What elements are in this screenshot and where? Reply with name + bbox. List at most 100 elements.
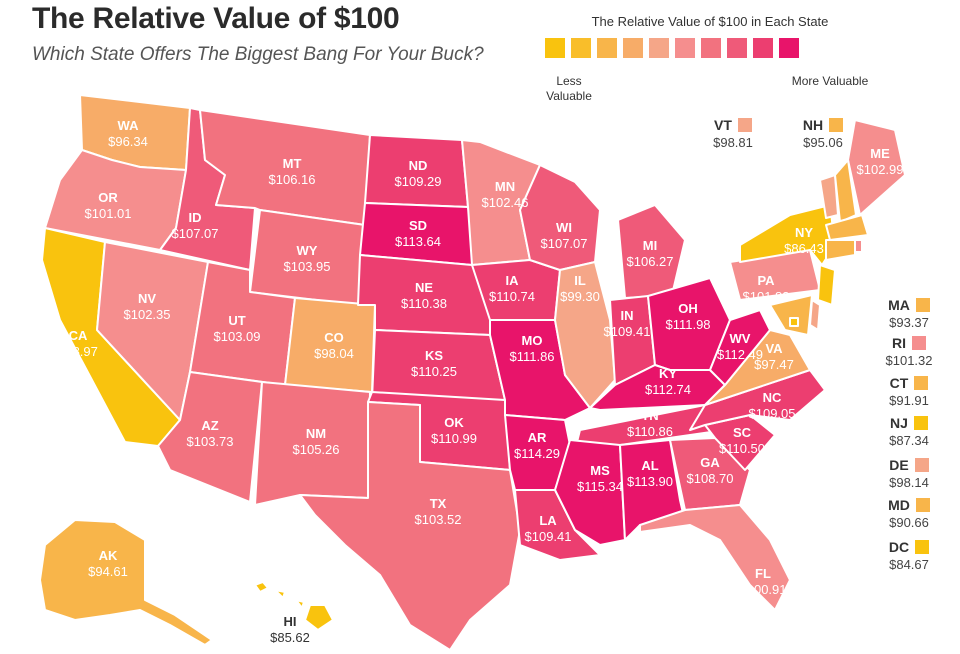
state-label-fl: FL [755, 566, 771, 581]
state-wi [519, 164, 601, 271]
page-title: The Relative Value of $100 [32, 2, 400, 35]
state-value-tn: $110.86 [627, 424, 673, 439]
state-wv [709, 309, 771, 386]
side-legend-value: $93.37 [889, 315, 929, 330]
side-legend-vt: VT $98.81 [693, 116, 773, 150]
state-value-wi: $107.07 [541, 236, 588, 251]
state-label-oh: OH [678, 301, 698, 316]
side-legend-swatch [915, 539, 930, 554]
legend-low-label: Less Valuable [546, 74, 592, 103]
state-value-la: $109.41 [525, 529, 572, 544]
state-ne [357, 254, 491, 336]
state-value-in: $109.41 [604, 324, 651, 339]
legend-swatch-1 [545, 38, 565, 58]
state-value-ar: $114.29 [514, 446, 560, 461]
state-label-wv: WV [730, 331, 751, 346]
side-legend-swatch [914, 457, 929, 472]
state-nc [689, 369, 826, 431]
state-ri [854, 239, 863, 253]
state-label-nv: NV [138, 291, 156, 306]
state-ma [825, 214, 869, 241]
side-legend-code: RI [892, 334, 906, 351]
side-legend-swatch [737, 117, 752, 132]
side-legend-swatch [913, 415, 928, 430]
state-nj [817, 264, 836, 306]
side-legend-dc: DC $84.67 [869, 538, 949, 572]
side-legend-value: $91.91 [889, 393, 929, 408]
page-subtitle: Which State Offers The Biggest Bang For … [32, 44, 484, 65]
state-label-or: OR [98, 190, 118, 205]
state-value-ak: $94.61 [88, 564, 128, 579]
state-value-wa: $96.34 [108, 134, 148, 149]
state-label-mn: MN [495, 179, 515, 194]
state-value-va: $97.47 [754, 357, 794, 372]
side-legend-code: MD [888, 496, 910, 513]
state-value-ga: $108.70 [687, 471, 734, 486]
side-legend-value: $87.34 [889, 433, 929, 448]
state-label-mo: MO [522, 333, 543, 348]
state-label-ga: GA [700, 455, 720, 470]
side-legend-nj: NJ $87.34 [869, 414, 949, 448]
legend-swatch-2 [571, 38, 591, 58]
side-legend-value: $98.14 [889, 475, 929, 490]
state-label-wi: WI [556, 220, 572, 235]
side-legend-code: NH [802, 116, 824, 133]
side-legend-ma: MA $93.37 [869, 296, 949, 330]
state-co [284, 297, 376, 393]
state-il [554, 261, 616, 409]
state-label-in: IN [621, 308, 634, 323]
state-dc [789, 317, 799, 327]
state-mi [617, 204, 686, 299]
side-legend-nh: NH $95.06 [783, 116, 863, 150]
legend-swatch-7 [701, 38, 721, 58]
state-label-me: ME [870, 146, 890, 161]
state-value-mi: $106.27 [627, 254, 674, 269]
state-value-ms: $115.34 [577, 479, 623, 494]
state-label-co: CO [324, 330, 344, 345]
side-legend-swatch [829, 117, 844, 132]
side-legend-value: $101.32 [885, 353, 933, 368]
state-label-pa: PA [757, 273, 775, 288]
state-value-pa: $101.83 [743, 289, 790, 304]
state-label-ia: IA [506, 273, 520, 288]
side-legend-value: $98.81 [713, 135, 753, 150]
state-label-wy: WY [297, 243, 318, 258]
state-value-mn: $102.46 [482, 195, 529, 210]
side-legend-swatch [915, 297, 930, 312]
state-label-nm: NM [306, 426, 326, 441]
side-legend-code: NJ [890, 414, 908, 431]
state-value-id: $107.07 [172, 226, 219, 241]
state-label-nc: NC [763, 390, 782, 405]
side-legend-ri: RI $101.32 [869, 334, 949, 368]
state-label-tx: TX [430, 496, 447, 511]
state-label-va: VA [765, 341, 783, 356]
state-label-az: AZ [201, 418, 218, 433]
state-label-ar: AR [528, 430, 547, 445]
side-legend-de: DE $98.14 [869, 456, 949, 490]
state-label-mi: MI [643, 238, 657, 253]
state-value-fl: $100.91 [740, 582, 787, 597]
legend-swatch-10 [779, 38, 799, 58]
side-legend-code: VT [714, 116, 732, 133]
legend-title: The Relative Value of $100 in Each State [591, 14, 829, 29]
state-value-oh: $111.98 [665, 317, 710, 332]
state-tx [299, 401, 521, 651]
state-nh [834, 159, 857, 223]
state-ga [669, 437, 751, 511]
state-value-ca: $88.97 [58, 344, 98, 359]
state-ct [825, 239, 856, 261]
side-legend-value: $84.67 [889, 557, 929, 572]
side-legend-swatch [914, 375, 929, 390]
legend-swatch-8 [727, 38, 747, 58]
state-value-wy: $103.95 [284, 259, 331, 274]
state-label-id: ID [189, 210, 202, 225]
legend-color-scale [545, 38, 805, 58]
state-value-me: $102.99 [857, 162, 904, 177]
side-legend-swatch [912, 335, 926, 350]
legend-swatch-3 [597, 38, 617, 58]
state-value-co: $98.04 [314, 346, 354, 361]
state-label-al: AL [641, 458, 658, 473]
state-value-al: $113.90 [627, 474, 673, 489]
state-value-nm: $105.26 [293, 442, 340, 457]
